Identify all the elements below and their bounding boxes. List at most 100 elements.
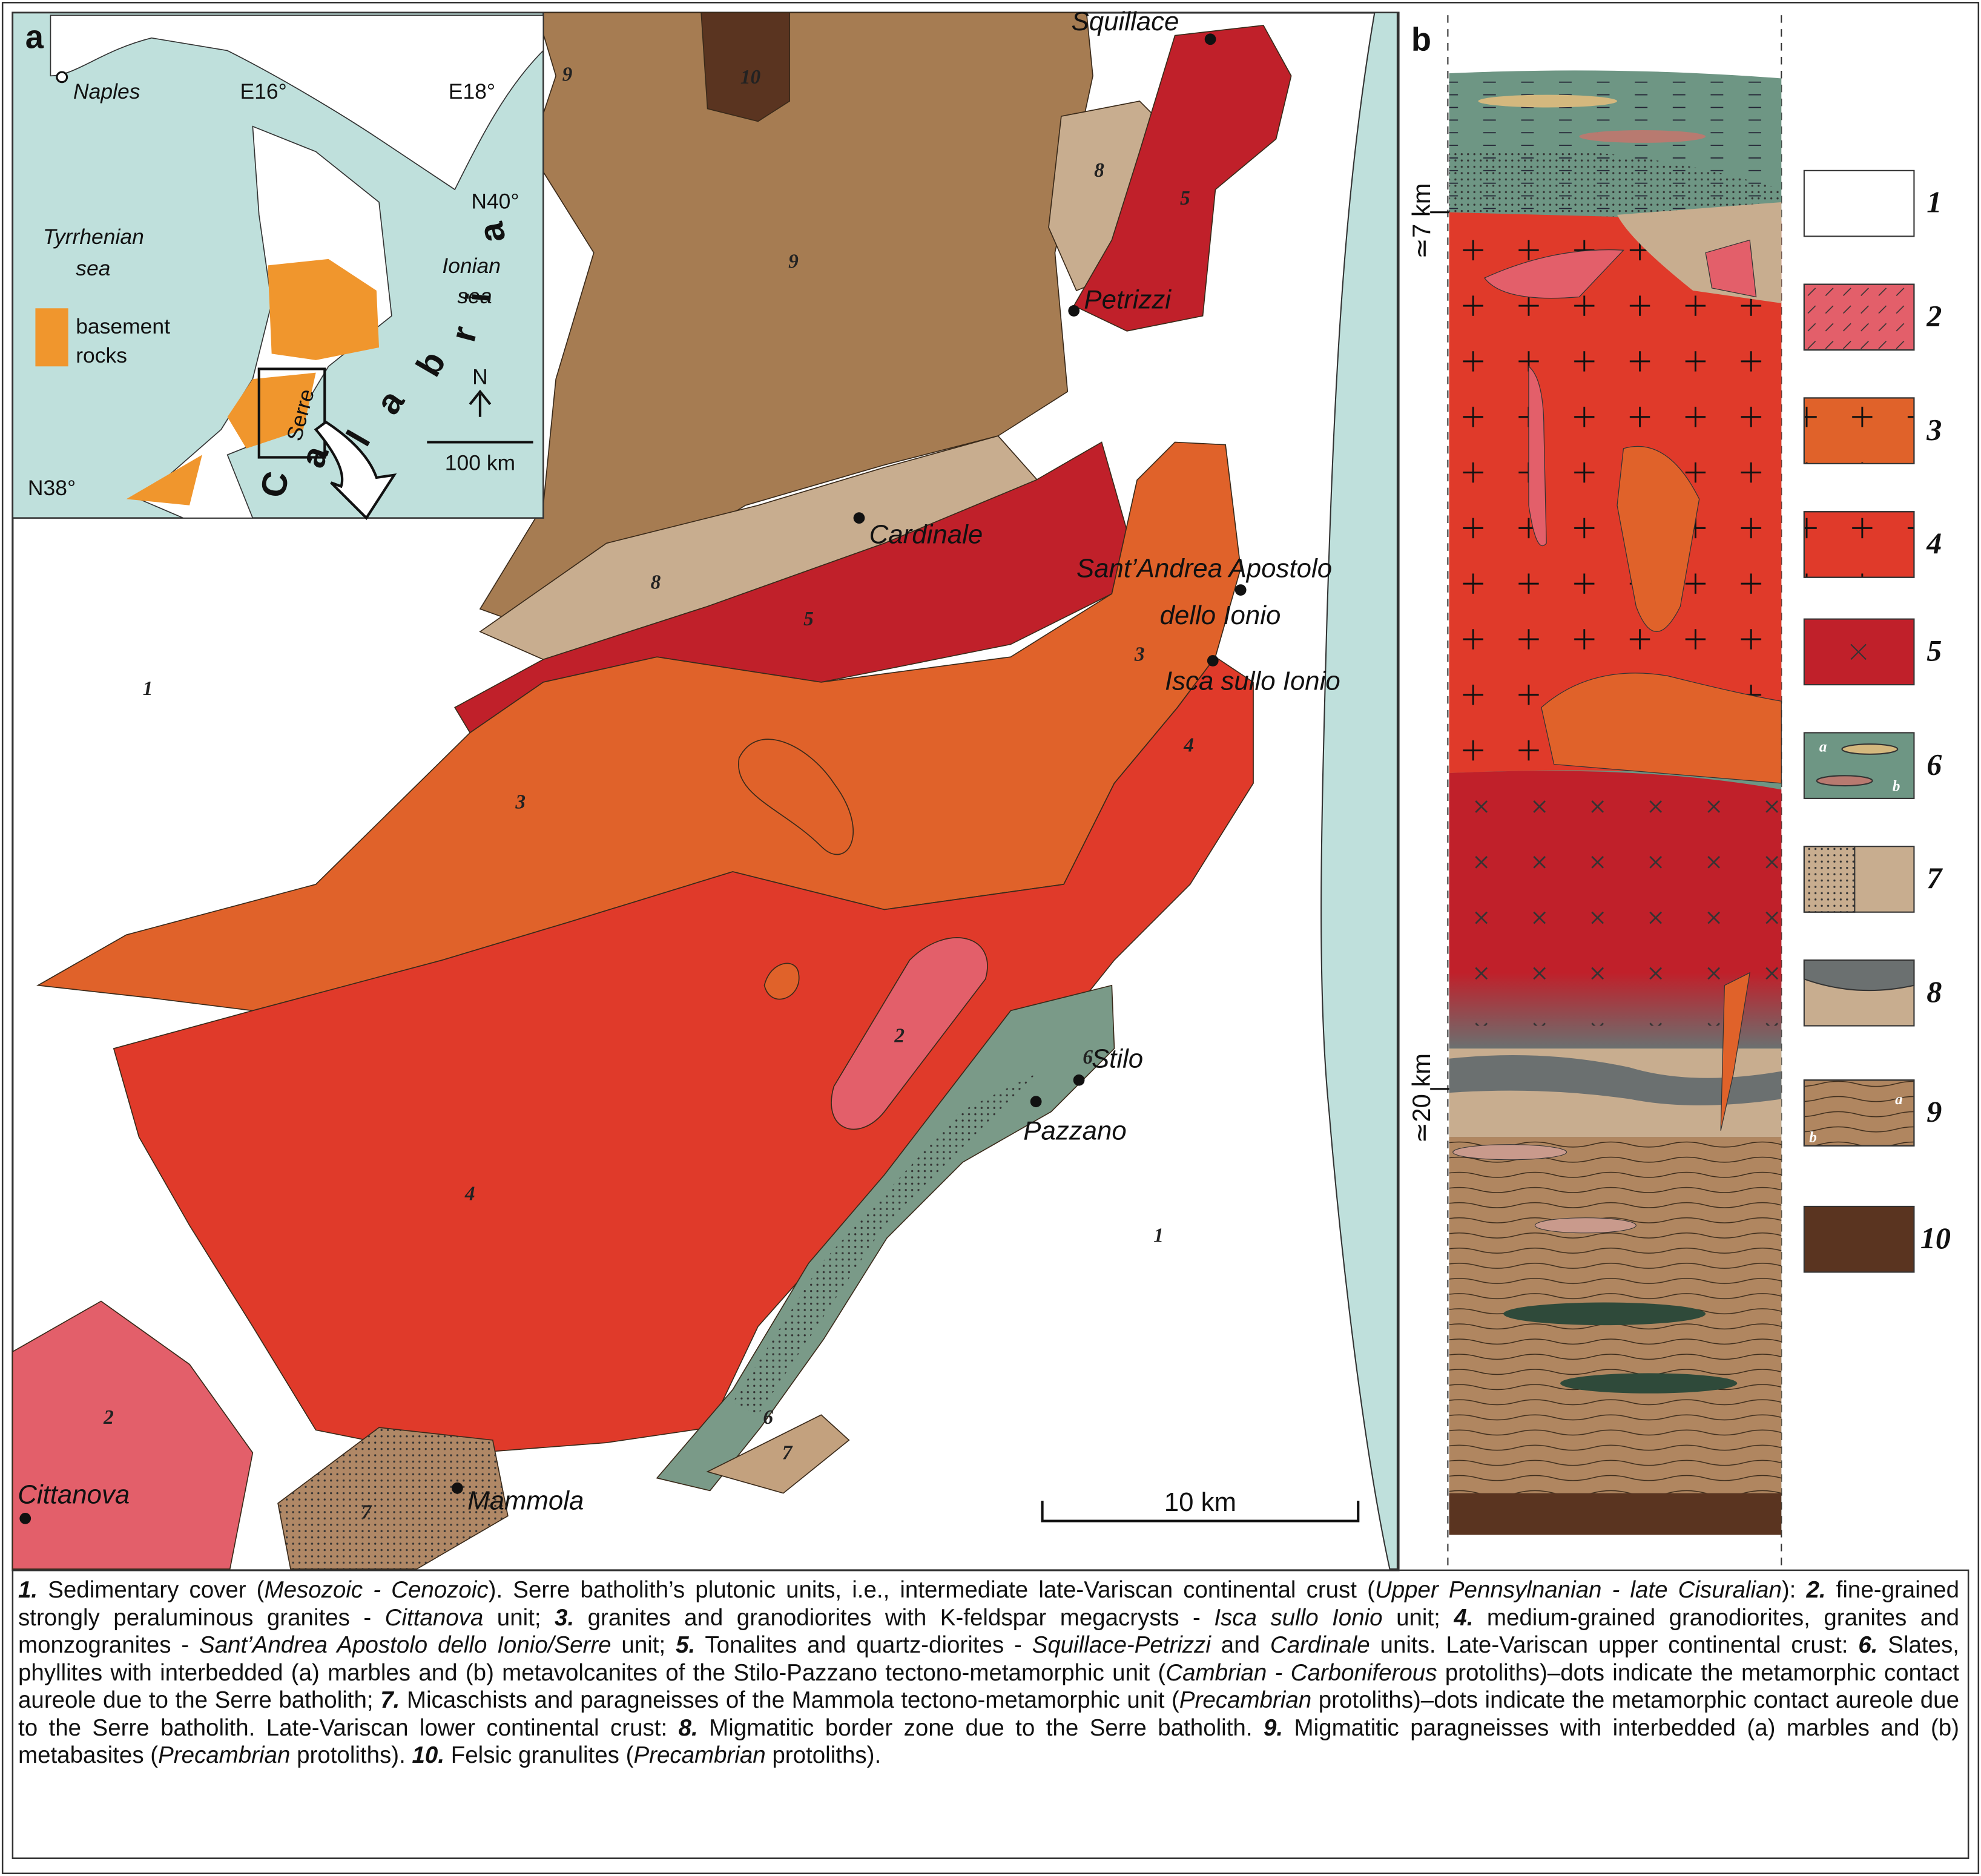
caption-term: Precambrian — [158, 1742, 291, 1768]
unit-label: 3 — [515, 791, 526, 814]
caption-text: unit; — [611, 1632, 676, 1658]
unit-label: 6 — [1083, 1046, 1093, 1068]
caption-text: Felsic granulites ( — [444, 1742, 634, 1768]
caption-text: unit; — [483, 1604, 555, 1631]
depth-label: ≃20 km — [1407, 1053, 1435, 1144]
unit-labels: 9 10 9 8 5 8 5 3 4 3 1 4 2 6 1 6 7 2 7 — [103, 64, 1194, 1524]
place-label: Mammola — [467, 1486, 584, 1516]
place-dot — [1068, 305, 1080, 317]
north-label: N — [472, 364, 488, 389]
unit-label: 9 — [788, 250, 799, 272]
unit-3 — [763, 963, 800, 1000]
basement — [227, 372, 316, 449]
column: ≃7 km ≃20 km — [1407, 15, 1782, 1570]
layer-10 — [1449, 1493, 1782, 1535]
unit-10 — [700, 12, 791, 122]
unit-label: 5 — [1180, 187, 1190, 209]
place-dot — [19, 1512, 31, 1524]
layer-2 — [1528, 365, 1547, 547]
legend-label: 4 — [1926, 526, 1942, 560]
legend-label: 9 — [1927, 1094, 1942, 1128]
layer-2 — [1705, 239, 1757, 298]
unit-3 — [738, 739, 854, 855]
sea-label: sea — [76, 256, 110, 280]
caption-term: Upper Pennsylnanian - late Cisuralian — [1374, 1577, 1782, 1603]
caption-text: Micaschists and paragneisses of the Mamm… — [400, 1687, 1179, 1713]
section-arrow — [314, 420, 397, 520]
place-label: Cittanova — [18, 1479, 130, 1509]
caption-text: unit; — [1382, 1604, 1454, 1631]
sea — [1320, 12, 1398, 1570]
legend-texture — [1803, 397, 1915, 464]
legend-sublabel: a — [1895, 1091, 1903, 1108]
place-label: Squillace — [1072, 7, 1179, 36]
unit-label: 2 — [894, 1025, 905, 1047]
lens-b — [1503, 1302, 1706, 1326]
caption: 1. Sedimentary cover (Mesozoic - Cenozoi… — [18, 1576, 1959, 1861]
place-label: Isca sullo Ionio — [1165, 666, 1340, 696]
unit-label: 1 — [1153, 1224, 1164, 1246]
caption-number: 9. — [1263, 1714, 1284, 1741]
place-label: dello Ionio — [1160, 601, 1281, 630]
unit-label: 10 — [740, 66, 761, 88]
legend-sublabel: a — [1819, 739, 1827, 755]
layer-3 — [1617, 446, 1700, 632]
land — [137, 125, 392, 519]
caption-text: Tonalites and quartz-diorites - — [695, 1632, 1032, 1658]
unit-label: 8 — [651, 571, 661, 594]
caption-term: Cittanova — [384, 1604, 484, 1631]
legend-box — [1803, 732, 1915, 799]
legend-sublabel: b — [1893, 778, 1900, 794]
caption-text: units. Late-Variscan upper continental c… — [1370, 1632, 1859, 1658]
caption-term: Precambrian — [633, 1742, 766, 1768]
caption-number: 7. — [380, 1687, 400, 1713]
north-arrow — [469, 389, 492, 417]
place-dot — [1204, 33, 1216, 45]
caption-text: Slates, phyllites with interbedded (a) m… — [18, 1632, 1959, 1686]
places: Squillace Petrizzi Cardinale Sant’Andrea… — [18, 7, 1340, 1524]
legend-texture — [1803, 511, 1915, 578]
caption-term: Squillace-Petrizzi — [1032, 1632, 1211, 1658]
unit-2 — [12, 1300, 254, 1570]
place-label: Cardinale — [869, 519, 983, 549]
unit-label: 9 — [562, 64, 573, 86]
basement — [126, 455, 202, 505]
caption-text: Migmatitic paragneisses with interbedded… — [18, 1714, 1960, 1769]
lens-a — [1478, 94, 1618, 108]
caption-frame — [12, 1569, 1969, 1859]
layer-8-gray — [1449, 1055, 1782, 1105]
place-dot — [452, 1482, 463, 1494]
place-dot — [1030, 1096, 1042, 1108]
legend-sublabel: b — [1809, 1130, 1817, 1146]
unit-2 — [831, 937, 988, 1130]
place-dot — [1073, 1074, 1085, 1086]
calabria-letter: i — [459, 291, 499, 304]
sea-label: sea — [457, 284, 492, 308]
caption-number: 10. — [412, 1742, 445, 1768]
sea-label: Tyrrhenian — [43, 225, 144, 249]
place-dot — [1207, 655, 1219, 666]
unit-5 — [1073, 24, 1292, 332]
caption-number: 3. — [555, 1604, 575, 1631]
contact-aureole — [278, 1427, 508, 1569]
place-label: Petrizzi — [1084, 285, 1172, 314]
inset-city: Naples — [73, 79, 140, 104]
caption-term: Isca sullo Ionio — [1214, 1604, 1383, 1631]
caption-text: granites and granodiorites with K-feldsp… — [574, 1604, 1215, 1631]
unit-label: 3 — [1134, 643, 1145, 665]
legend-texture — [1841, 743, 1899, 755]
unit-label: 1 — [143, 677, 153, 700]
scale-label: 10 km — [1164, 1487, 1236, 1517]
caption-number: 4. — [1454, 1604, 1474, 1631]
caption-text: medium-grained granodiorites, granites a… — [18, 1604, 1960, 1659]
legend-texture — [1850, 643, 1867, 660]
legend-label: 1 — [1927, 185, 1942, 219]
legend — [1803, 169, 1915, 1273]
place-dot — [853, 512, 865, 524]
legend-label: 7 — [1927, 861, 1943, 895]
legend-swatch — [35, 308, 68, 367]
panel-label: b — [1411, 22, 1431, 58]
place-label: Sant’Andrea Apostolo — [1076, 554, 1332, 584]
